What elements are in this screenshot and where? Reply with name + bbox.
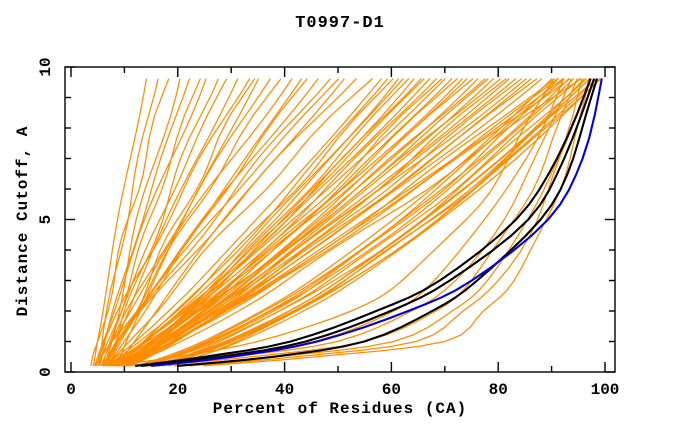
x-tick-label: 80 [489,381,508,399]
y-tick-label: 10 [37,57,55,76]
reference-curves-black [135,78,592,367]
x-tick-label: 40 [275,381,294,399]
model-curves-orange [95,78,251,367]
model-curves-orange [120,78,564,367]
model-curves-orange [105,78,394,367]
model-curves-orange [117,78,532,367]
model-curves-orange [113,78,458,367]
model-curves-orange [108,78,501,367]
model-curves-orange [203,78,591,367]
model-curves-orange [104,78,181,367]
best-model-curve-blue [151,78,603,367]
model-curves-orange [112,78,507,367]
x-tick-label: 100 [591,381,620,399]
y-tick-label: 5 [37,215,55,225]
model-curves-orange [134,78,553,367]
model-curves-orange [144,78,581,367]
model-curves-orange [189,78,590,367]
model-curves-orange [168,78,602,367]
reference-curves-black [140,78,596,367]
y-axis-label: Distance Cutoff, A [14,125,32,317]
reference-curves-black [176,78,599,367]
model-curves-orange [92,78,148,367]
model-curves-orange [107,78,331,367]
model-curves-orange [117,78,538,367]
model-curves-orange [103,78,382,367]
model-curves-orange [141,78,575,367]
x-axis-label: Percent of Residues (CA) [212,400,468,418]
x-tick-label: 60 [382,381,401,399]
model-curves-orange [94,78,340,367]
y-tick-label: 0 [37,367,55,377]
model-curves-orange [108,78,308,367]
model-curves-orange [159,78,598,367]
model-curves-orange [93,78,207,367]
chart-title: T0997-D1 [295,14,385,33]
model-curves-orange [111,78,555,367]
curves-layer [90,78,603,367]
model-curves-orange [109,78,527,367]
model-curves-orange [137,78,570,367]
model-curves-orange [100,78,271,367]
model-curves-orange [99,78,159,366]
model-curves-orange [102,78,357,367]
model-curves-orange [126,78,571,367]
x-tick-label: 0 [66,381,76,399]
model-curves-orange [104,78,474,367]
x-tick-label: 20 [168,381,187,399]
model-curves-orange [108,78,373,367]
model-curves-orange [90,78,170,366]
